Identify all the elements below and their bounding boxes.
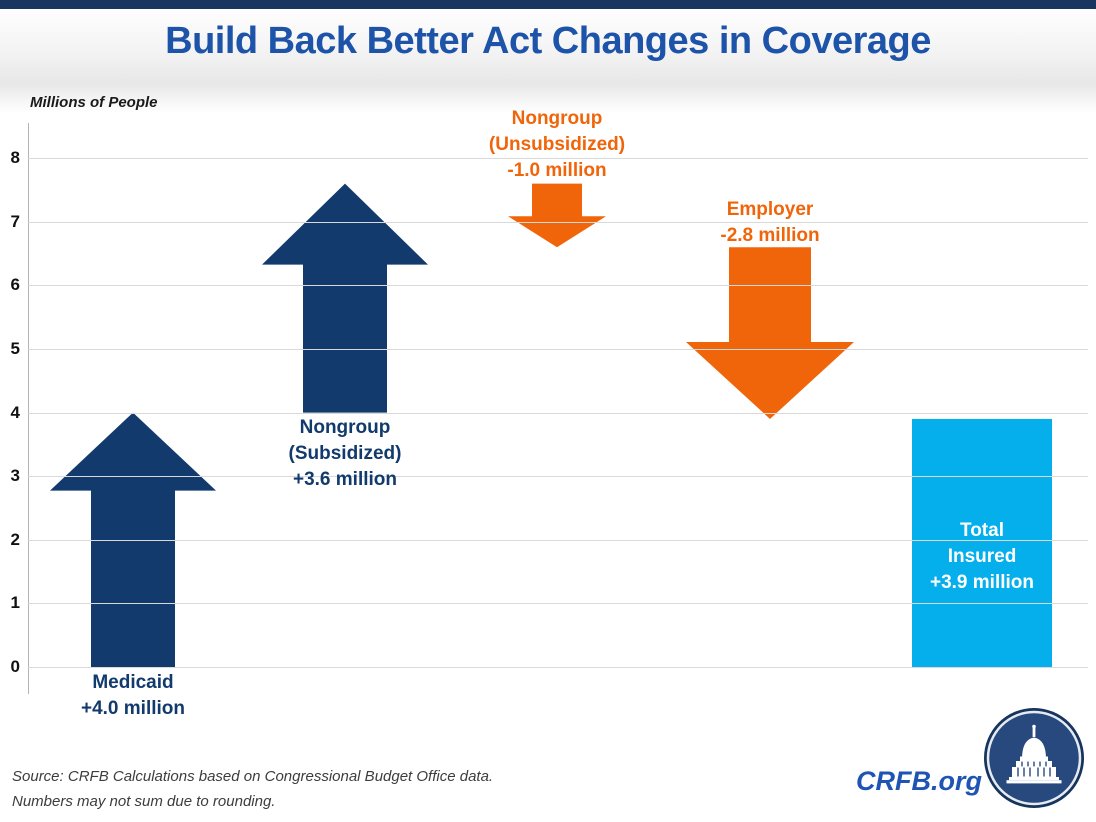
nongroup-unsubsidized-down-arrow <box>508 183 606 248</box>
gridline <box>28 349 1088 350</box>
gridline <box>28 603 1088 605</box>
employer-down-arrow <box>686 247 854 419</box>
gridline <box>28 285 1088 287</box>
top-accent-strip <box>0 0 1096 9</box>
gridline <box>28 158 1088 160</box>
y-tick-label: 1 <box>10 593 20 613</box>
gridline <box>28 667 1088 668</box>
gridline <box>28 221 1088 223</box>
source-note-line1: Source: CRFB Calculations based on Congr… <box>12 768 494 785</box>
y-tick-label: 8 <box>10 148 20 168</box>
total-insured-bar-label: Total Insured +3.9 million <box>929 520 1034 593</box>
medicaid-up-arrow-label: Medicaid +4.0 million <box>80 672 186 719</box>
source-note-line2: Numbers may not sum due to rounding. <box>12 793 276 810</box>
nongroup-subsidized-up-arrow-label: Nongroup (Subsidized) +3.6 million <box>288 417 402 490</box>
y-tick-label: 4 <box>10 402 20 422</box>
gridline <box>28 539 1088 541</box>
y-tick-label: 5 <box>10 339 20 358</box>
total-insured-bar <box>912 418 1052 667</box>
y-tick-label: 6 <box>10 275 20 295</box>
gridline <box>28 412 1088 414</box>
gridline <box>28 476 1088 478</box>
y-tick-label: 2 <box>10 529 20 549</box>
y-tick-label: 7 <box>10 211 20 231</box>
y-axis-line <box>28 123 29 694</box>
crfb-capitol-logo-icon <box>984 708 1084 808</box>
y-tick-label: 3 <box>10 466 20 486</box>
nongroup-subsidized-up-arrow <box>262 183 428 413</box>
y-axis-units-label: Millions of People <box>30 94 158 111</box>
employer-down-arrow-label: Employer -2.8 million <box>720 199 820 246</box>
nongroup-unsubsidized-down-arrow-label: Nongroup (Unsubsidized) -1.0 million <box>488 108 626 181</box>
y-tick-label: 0 <box>10 657 20 676</box>
chart-title: Build Back Better Act Changes in Coverag… <box>165 20 931 62</box>
crfb-org-wordmark: CRFB.org <box>856 766 982 796</box>
header-band <box>0 9 1096 113</box>
